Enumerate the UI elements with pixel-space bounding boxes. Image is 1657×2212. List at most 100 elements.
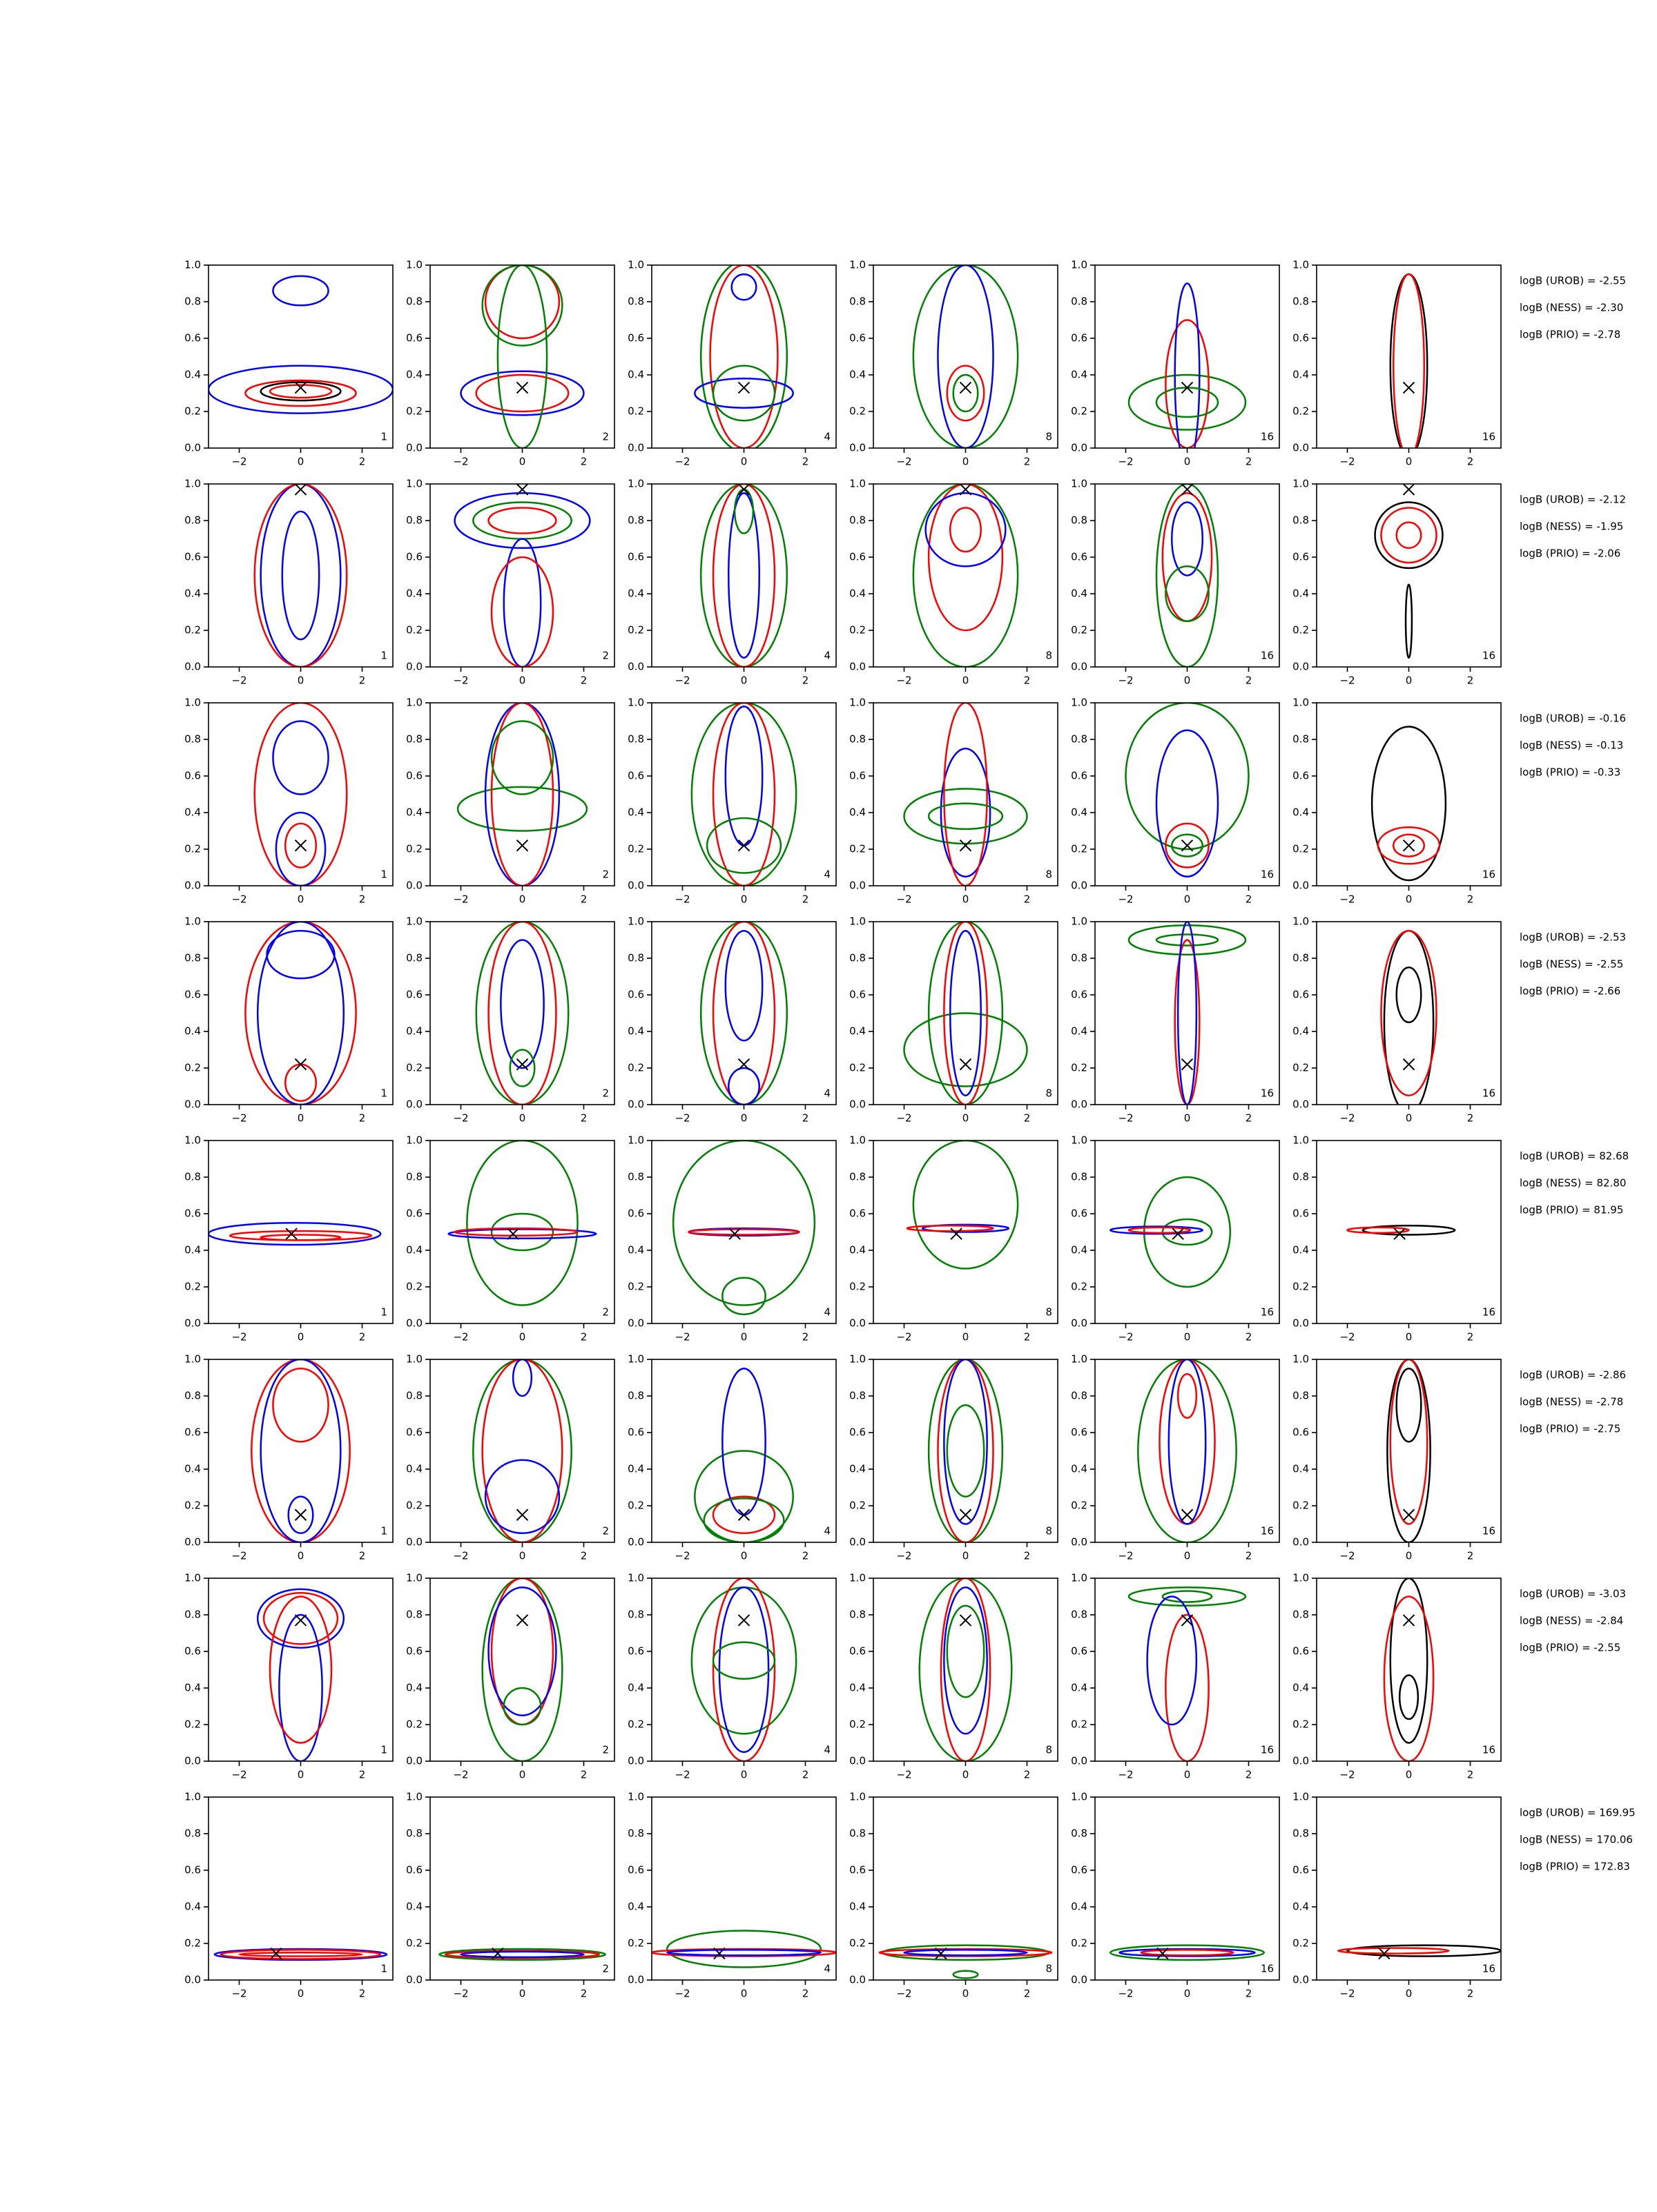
contour [284, 822, 317, 869]
contour [256, 922, 345, 1105]
y-tick-label: 0.6 [1071, 1645, 1087, 1658]
y-tick-label: 0.6 [1292, 332, 1309, 345]
x-tick-label: 0 [519, 675, 526, 687]
panel: −2 0 2 0.0 0.2 0.4 0.6 0.8 1.0 1 [184, 478, 394, 687]
x-tick-label: −2 [453, 456, 468, 468]
contours [472, 1359, 572, 1542]
contour [1127, 373, 1247, 431]
x-tick-label: −2 [231, 1769, 246, 1781]
contour [906, 1224, 994, 1232]
y-tick-label: 0.6 [1071, 551, 1087, 563]
axes-frame [1094, 921, 1280, 1105]
contour [1404, 583, 1413, 659]
y-tick-label: 0.8 [628, 1609, 644, 1621]
x-tick-label: 0 [962, 893, 969, 906]
y-tick-label: 0.4 [406, 588, 423, 600]
contour [484, 1459, 561, 1534]
y-tick-label: 0.0 [406, 1098, 423, 1111]
marker [737, 1058, 750, 1071]
y-tick-label: 0.2 [406, 405, 423, 418]
marker [492, 1947, 504, 1960]
contour [694, 378, 794, 409]
contour [1393, 833, 1425, 857]
panel: −2 0 2 0.0 0.2 0.4 0.6 0.8 1.0 16 [1071, 1134, 1280, 1343]
contour [1161, 1590, 1213, 1603]
x-tick-label: 2 [1246, 1331, 1252, 1343]
contour [1165, 1613, 1210, 1761]
marker [959, 1614, 972, 1627]
logb-annotation: logB (UROB) = -3.03 [1520, 1588, 1626, 1600]
marker [270, 1947, 282, 1960]
x-tick-label: 0 [1406, 1769, 1413, 1781]
contour [1125, 703, 1250, 851]
y-tick-label: 0.2 [184, 843, 201, 855]
contour [1137, 1359, 1237, 1542]
y-tick-label: 0.8 [628, 295, 644, 308]
panel: −2 0 2 0.0 0.2 0.4 0.6 0.8 1.0 1 [184, 1353, 394, 1562]
marker [1156, 1947, 1169, 1960]
contour [652, 1948, 836, 1957]
x-tick-label: 0 [962, 675, 969, 687]
contours [1127, 922, 1247, 1105]
logb-annotation: logB (NESS) = -2.84 [1520, 1615, 1623, 1627]
panel: −2 0 2 0.0 0.2 0.4 0.6 0.8 1.0 8 [849, 1353, 1058, 1562]
y-tick-label: 0.6 [849, 1864, 866, 1876]
y-tick-label: 0.4 [628, 1244, 644, 1257]
y-tick-label: 0.8 [184, 1390, 201, 1402]
logb-annotation: logB (PRIO) = 172.83 [1520, 1861, 1630, 1873]
contours [1337, 1944, 1501, 1957]
marker [507, 1228, 519, 1240]
marker [1181, 839, 1194, 852]
contour [490, 556, 554, 667]
contour [1109, 1225, 1203, 1235]
x-tick-label: −2 [1339, 1112, 1355, 1125]
contours [699, 484, 788, 667]
y-tick-label: 0.2 [406, 1281, 423, 1293]
x-tick-label: −2 [1118, 456, 1133, 468]
marker [516, 381, 529, 394]
y-tick-label: 0.2 [1071, 1937, 1087, 1950]
x-tick-label: 2 [802, 1112, 809, 1125]
y-tick-label: 0.2 [849, 624, 866, 637]
panel: −2 0 2 0.0 0.2 0.4 0.6 0.8 1.0 2 [406, 1353, 615, 1562]
y-tick-label: 0.2 [849, 1500, 866, 1512]
panel: −2 0 2 0.0 0.2 0.4 0.6 0.8 1.0 8 [849, 1134, 1058, 1343]
contour [1159, 1359, 1216, 1525]
x-tick-label: 0 [298, 1112, 304, 1125]
y-tick-label: 0.0 [406, 1317, 423, 1330]
y-tick-label: 0.6 [184, 770, 201, 782]
axes-frame [208, 1140, 394, 1324]
axes-frame [208, 1578, 394, 1762]
y-tick-label: 1.0 [184, 259, 201, 271]
panel-label: 4 [824, 1963, 831, 1975]
contours [1109, 1176, 1232, 1288]
contour [213, 1948, 388, 1961]
contour [260, 381, 342, 402]
y-tick-label: 0.0 [628, 1755, 644, 1767]
contour [244, 922, 357, 1105]
y-tick-label: 0.0 [1292, 1755, 1309, 1767]
panel-label: 16 [1482, 1087, 1495, 1100]
x-tick-label: 0 [1406, 675, 1413, 687]
y-tick-label: 1.0 [406, 259, 423, 271]
contour [943, 703, 988, 886]
panel-label: 16 [1482, 1744, 1495, 1756]
logb-annotation: logB (UROB) = -2.55 [1520, 275, 1626, 287]
y-tick-label: 0.4 [1292, 1463, 1309, 1475]
panel: −2 0 2 0.0 0.2 0.4 0.6 0.8 1.0 8 [849, 1791, 1058, 2000]
logb-annotation: logB (UROB) = -2.12 [1520, 494, 1626, 506]
axes-frame [1316, 1578, 1502, 1762]
x-tick-label: 2 [1024, 675, 1031, 687]
y-tick-label: 0.8 [1071, 733, 1087, 746]
y-tick-label: 0.0 [628, 1536, 644, 1549]
y-tick-label: 0.6 [406, 1426, 423, 1439]
y-tick-label: 0.4 [406, 1682, 423, 1694]
x-tick-label: 0 [1406, 893, 1413, 906]
y-tick-label: 0.0 [1071, 1755, 1087, 1767]
contour [943, 1587, 988, 1735]
panel: −2 0 2 0.0 0.2 0.4 0.6 0.8 1.0 1 [184, 1572, 394, 1781]
contour [712, 365, 776, 422]
x-tick-label: 2 [1246, 1112, 1252, 1125]
contour [490, 720, 554, 795]
x-tick-label: 2 [1467, 1331, 1474, 1343]
